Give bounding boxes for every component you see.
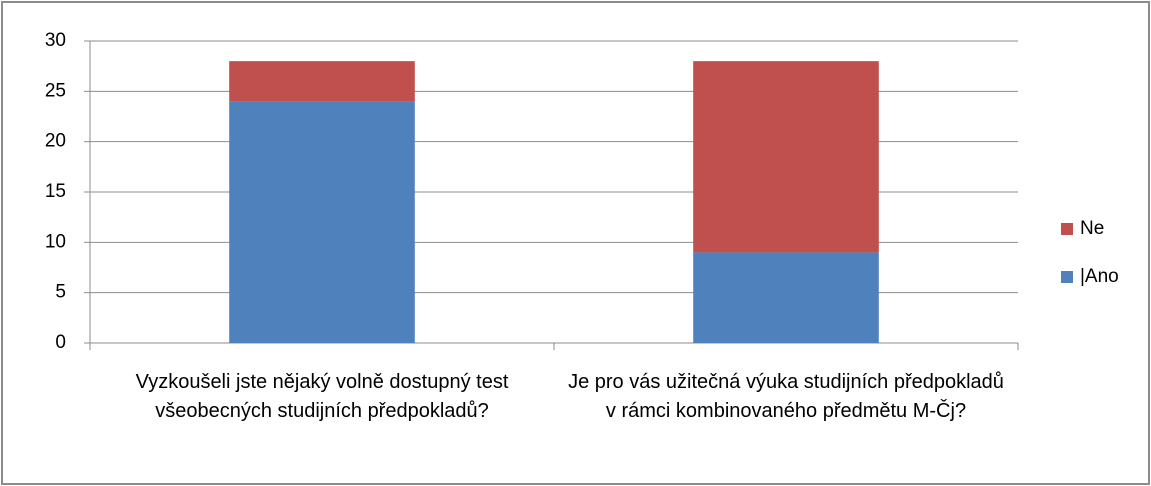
legend-swatch bbox=[1061, 223, 1073, 235]
y-tick-label: 10 bbox=[45, 231, 66, 252]
y-tick-label: 30 bbox=[45, 30, 66, 51]
y-tick-label: 25 bbox=[45, 80, 66, 101]
bar-segment bbox=[229, 101, 415, 344]
y-tick-label: 5 bbox=[55, 282, 66, 303]
x-tick-label: Je pro vás užitečná výuka studijních pře… bbox=[568, 371, 1004, 422]
bar-segment bbox=[229, 61, 415, 102]
x-tick-label: Vyzkoušeli jste nějaký volně dostupný te… bbox=[135, 371, 509, 422]
legend-label: Ne bbox=[1080, 218, 1104, 239]
y-tick-label: 20 bbox=[45, 131, 66, 152]
y-tick-label: 0 bbox=[55, 332, 66, 353]
legend-swatch bbox=[1061, 271, 1073, 283]
y-tick-label: 15 bbox=[45, 181, 66, 202]
bar-segment bbox=[693, 61, 879, 253]
legend-label: |Ano bbox=[1080, 266, 1119, 287]
bar-segment bbox=[693, 252, 879, 343]
